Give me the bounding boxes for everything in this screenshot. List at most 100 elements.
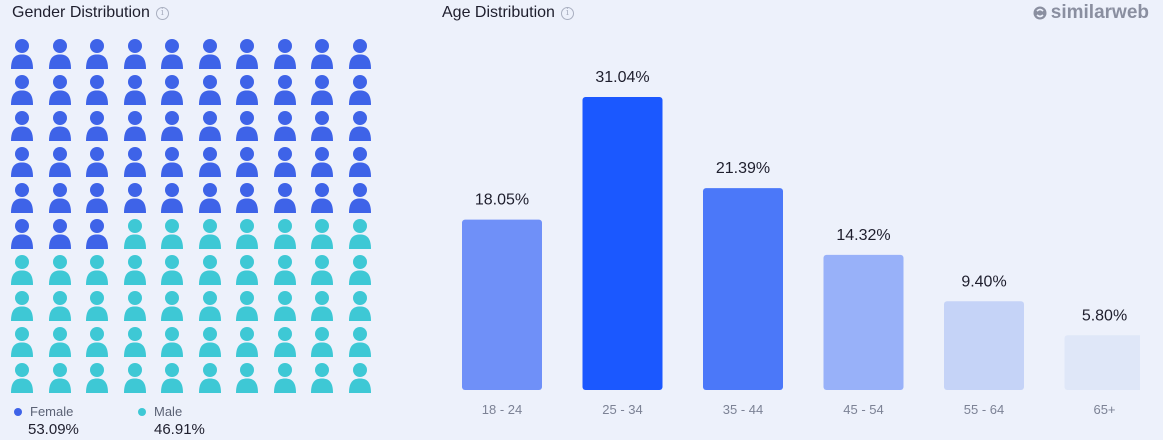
male-person-icon — [273, 363, 296, 393]
female-person-icon — [273, 147, 296, 177]
female-person-icon — [311, 75, 333, 105]
female-person-icon — [48, 183, 71, 213]
female-person-icon — [123, 39, 146, 69]
male-person-icon — [86, 291, 108, 321]
female-person-icon — [11, 219, 33, 249]
age-bar-chart: 18.05% 18 - 24 31.04% 25 - 34 21.39% 35 - 44 1… — [462, 69, 1141, 417]
brand-logo: similarweb — [1033, 2, 1149, 24]
female-person-icon — [273, 39, 296, 69]
bar-45-54[interactable] — [823, 254, 904, 390]
male-person-icon — [161, 327, 183, 357]
male-person-icon — [161, 363, 183, 393]
age-title-text: Age Distribution — [442, 4, 555, 21]
male-person-icon — [11, 291, 33, 321]
male-person-icon — [161, 219, 183, 249]
female-person-icon — [48, 219, 71, 249]
female-label: Female — [30, 404, 74, 419]
male-person-icon — [86, 255, 108, 285]
female-person-icon — [123, 147, 146, 177]
female-person-icon — [236, 39, 258, 69]
female-person-icon — [311, 147, 333, 177]
female-person-icon — [123, 183, 146, 213]
female-person-icon — [348, 75, 371, 105]
female-person-icon — [11, 111, 33, 141]
female-person-icon — [86, 219, 108, 249]
female-person-icon — [273, 111, 296, 141]
female-person-icon — [161, 111, 183, 141]
male-person-icon — [123, 327, 146, 357]
female-person-icon — [86, 39, 108, 69]
female-person-icon — [11, 75, 33, 105]
female-person-icon — [161, 75, 183, 105]
bar-65plus[interactable] — [1064, 335, 1141, 390]
male-person-icon — [236, 255, 258, 285]
brand-name: similarweb — [1050, 2, 1149, 23]
female-person-icon — [198, 75, 221, 105]
bar-18-24[interactable] — [462, 219, 542, 390]
female-person-icon — [123, 111, 146, 141]
female-person-icon — [123, 75, 146, 105]
female-person-icon — [198, 111, 221, 141]
male-person-icon — [123, 255, 146, 285]
female-person-icon — [161, 147, 183, 177]
male-person-icon — [273, 255, 296, 285]
bar-35-44[interactable] — [703, 188, 783, 390]
female-person-icon — [11, 147, 33, 177]
male-label: Male — [154, 404, 183, 419]
female-person-icon — [48, 147, 71, 177]
bar-value-label: 31.04% — [595, 69, 649, 86]
male-person-icon — [236, 291, 258, 321]
male-person-icon — [311, 255, 333, 285]
male-value: 46.91% — [154, 421, 205, 438]
x-tick-label: 65+ — [1093, 402, 1115, 417]
bar-value-label: 21.39% — [716, 160, 770, 177]
female-person-icon — [348, 147, 371, 177]
gender-title-text: Gender Distribution — [12, 4, 150, 21]
info-icon[interactable]: i — [560, 6, 574, 20]
male-person-icon — [123, 363, 146, 393]
male-person-icon — [273, 327, 296, 357]
female-person-icon — [236, 75, 258, 105]
female-person-icon — [11, 183, 33, 213]
male-person-icon — [236, 327, 258, 357]
bar-25-34[interactable] — [582, 97, 663, 390]
bar-value-label: 9.40% — [961, 273, 1006, 290]
female-person-icon — [348, 111, 371, 141]
female-person-icon — [48, 111, 71, 141]
female-person-icon — [48, 75, 71, 105]
info-icon[interactable]: i — [155, 6, 169, 20]
male-person-icon — [348, 219, 371, 249]
female-person-icon — [198, 147, 221, 177]
male-person-icon — [11, 327, 33, 357]
female-person-icon — [86, 75, 108, 105]
x-tick-label: 25 - 34 — [602, 402, 642, 417]
legend-male: Male 46.91% — [138, 404, 205, 438]
male-person-icon — [123, 291, 146, 321]
female-person-icon — [348, 183, 371, 213]
bar-55-64[interactable] — [944, 301, 1024, 390]
male-person-icon — [161, 255, 183, 285]
female-person-icon — [311, 39, 333, 69]
female-person-icon — [273, 183, 296, 213]
similarweb-logo-icon — [1033, 6, 1047, 20]
female-person-icon — [11, 39, 33, 69]
female-value: 53.09% — [28, 421, 79, 438]
female-dot-icon — [14, 407, 22, 416]
male-person-icon — [311, 327, 333, 357]
female-person-icon — [198, 183, 221, 213]
male-person-icon — [198, 363, 221, 393]
male-person-icon — [86, 327, 108, 357]
male-person-icon — [48, 291, 71, 321]
male-person-icon — [11, 363, 33, 393]
male-person-icon — [311, 291, 333, 321]
female-person-icon — [236, 147, 258, 177]
male-person-icon — [123, 219, 146, 249]
female-person-icon — [161, 39, 183, 69]
female-person-icon — [161, 183, 183, 213]
male-person-icon — [86, 363, 108, 393]
female-person-icon — [348, 39, 371, 69]
male-person-icon — [236, 219, 258, 249]
bar-value-label: 5.80% — [1082, 307, 1127, 324]
female-person-icon — [311, 111, 333, 141]
